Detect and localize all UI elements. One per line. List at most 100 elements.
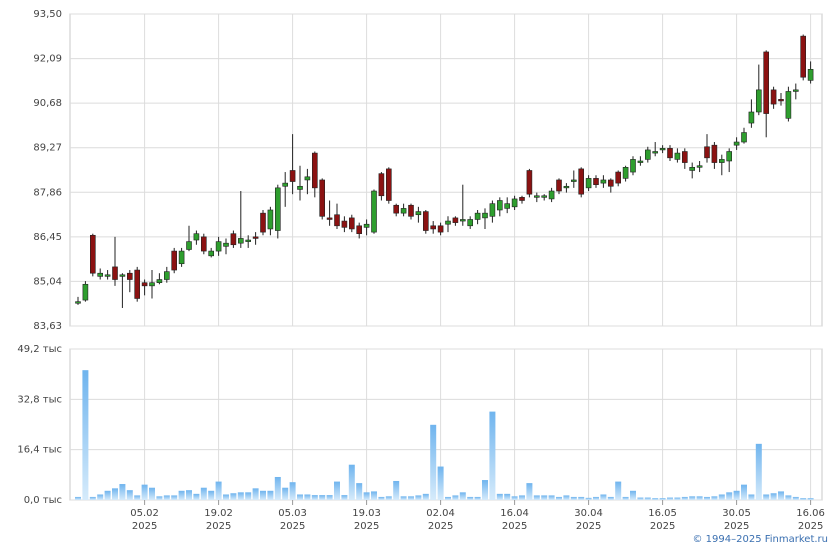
volume-bar bbox=[193, 493, 200, 500]
volume-bar bbox=[363, 492, 370, 500]
volume-bar bbox=[245, 492, 252, 500]
candle-body bbox=[311, 152, 318, 189]
volume-bar bbox=[385, 496, 392, 500]
volume-bar bbox=[607, 496, 614, 500]
volume-bar bbox=[237, 492, 244, 500]
candle-body bbox=[467, 219, 474, 227]
volume-bar bbox=[408, 496, 414, 500]
candle-body bbox=[607, 179, 614, 187]
volume-bar bbox=[585, 497, 592, 500]
volume-bar bbox=[289, 482, 296, 500]
candle-body bbox=[348, 217, 355, 230]
candle-body bbox=[726, 151, 733, 162]
volume-bar bbox=[223, 494, 229, 500]
volume-bar bbox=[511, 496, 518, 500]
candle-body bbox=[201, 236, 207, 252]
y-tick-label: 16,4 тыс bbox=[17, 445, 62, 456]
candle-body bbox=[238, 238, 244, 244]
volume-bar bbox=[230, 493, 237, 500]
candle-body bbox=[341, 220, 348, 228]
candle-body bbox=[704, 146, 710, 159]
volume-bar bbox=[356, 483, 363, 500]
candle-body bbox=[371, 190, 377, 233]
volume-bar bbox=[89, 496, 96, 500]
volume-bar bbox=[304, 494, 311, 500]
volume-bar bbox=[178, 490, 185, 500]
candle-body bbox=[356, 225, 363, 234]
candle-body bbox=[770, 89, 777, 105]
volume-bar bbox=[718, 494, 725, 500]
candle-body bbox=[178, 250, 185, 265]
candle-body bbox=[644, 149, 651, 160]
candle-body bbox=[800, 35, 807, 78]
volume-bar bbox=[141, 484, 148, 500]
y-tick-label: 89,27 bbox=[33, 143, 62, 154]
volume-bar bbox=[615, 481, 622, 500]
candle-body bbox=[622, 167, 629, 179]
candle-body bbox=[104, 274, 111, 277]
volume-bar bbox=[171, 495, 178, 500]
volume-bar bbox=[570, 496, 577, 500]
volume-bar bbox=[393, 480, 400, 500]
candle-body bbox=[593, 178, 599, 185]
volume-bar bbox=[82, 370, 89, 500]
x-tick-label: 16.05 2025 bbox=[648, 508, 677, 532]
y-tick-label: 32,8 тыс bbox=[17, 394, 62, 405]
volume-bar bbox=[467, 496, 474, 500]
candle-body bbox=[526, 170, 533, 195]
candle-body bbox=[127, 272, 133, 280]
candle-body bbox=[186, 241, 192, 250]
candle-body bbox=[585, 178, 592, 189]
volume-bar bbox=[763, 494, 770, 500]
candle-body bbox=[533, 195, 540, 198]
volume-bar bbox=[644, 497, 651, 500]
volume-bar bbox=[770, 493, 777, 500]
candle-body bbox=[215, 241, 222, 252]
candle-body bbox=[489, 203, 496, 217]
candle-body bbox=[474, 212, 481, 220]
candle-body bbox=[741, 132, 747, 143]
volume-bar bbox=[578, 496, 585, 500]
volume-bar bbox=[696, 496, 703, 500]
volume-bar bbox=[489, 411, 496, 500]
candle-body bbox=[141, 282, 148, 287]
volume-bar bbox=[659, 498, 666, 500]
volume-bar bbox=[748, 494, 755, 500]
candle-body bbox=[260, 212, 266, 233]
candle-body bbox=[541, 195, 548, 198]
volume-bar bbox=[741, 484, 747, 500]
x-tick-label: 19.02 2025 bbox=[204, 508, 233, 532]
candle-body bbox=[785, 91, 792, 119]
volume-bar bbox=[504, 493, 511, 500]
volume-bar bbox=[533, 495, 540, 500]
volume-bar bbox=[674, 497, 681, 500]
volume-bar bbox=[430, 424, 437, 500]
candle-body bbox=[90, 234, 96, 274]
candle-body bbox=[304, 176, 311, 181]
candle-body bbox=[230, 233, 237, 246]
candle-body bbox=[267, 209, 274, 230]
x-tick-label: 05.02 2025 bbox=[130, 508, 159, 532]
candle-body bbox=[393, 204, 400, 214]
volume-bar bbox=[348, 464, 355, 500]
candle-body bbox=[445, 220, 451, 225]
volume-bar bbox=[437, 466, 444, 500]
candle-body bbox=[600, 179, 607, 184]
copyright[interactable]: © 1994–2025 Finmarket.ru bbox=[692, 534, 828, 545]
candle-body bbox=[689, 167, 696, 171]
candle-body bbox=[755, 89, 762, 113]
volume-bar bbox=[208, 490, 215, 500]
candle-body bbox=[778, 99, 784, 102]
y-tick-label: 86,45 bbox=[33, 232, 62, 243]
volume-bar bbox=[282, 487, 289, 500]
candle-body bbox=[748, 111, 755, 124]
candle-body bbox=[119, 274, 126, 277]
candle-body bbox=[134, 269, 140, 299]
volume-bar bbox=[297, 494, 303, 500]
candle-body bbox=[548, 190, 555, 200]
volume-bar bbox=[97, 494, 104, 500]
volume-bar bbox=[785, 495, 792, 500]
candle-body bbox=[282, 182, 289, 187]
x-tick-label: 30.05 2025 bbox=[722, 508, 751, 532]
